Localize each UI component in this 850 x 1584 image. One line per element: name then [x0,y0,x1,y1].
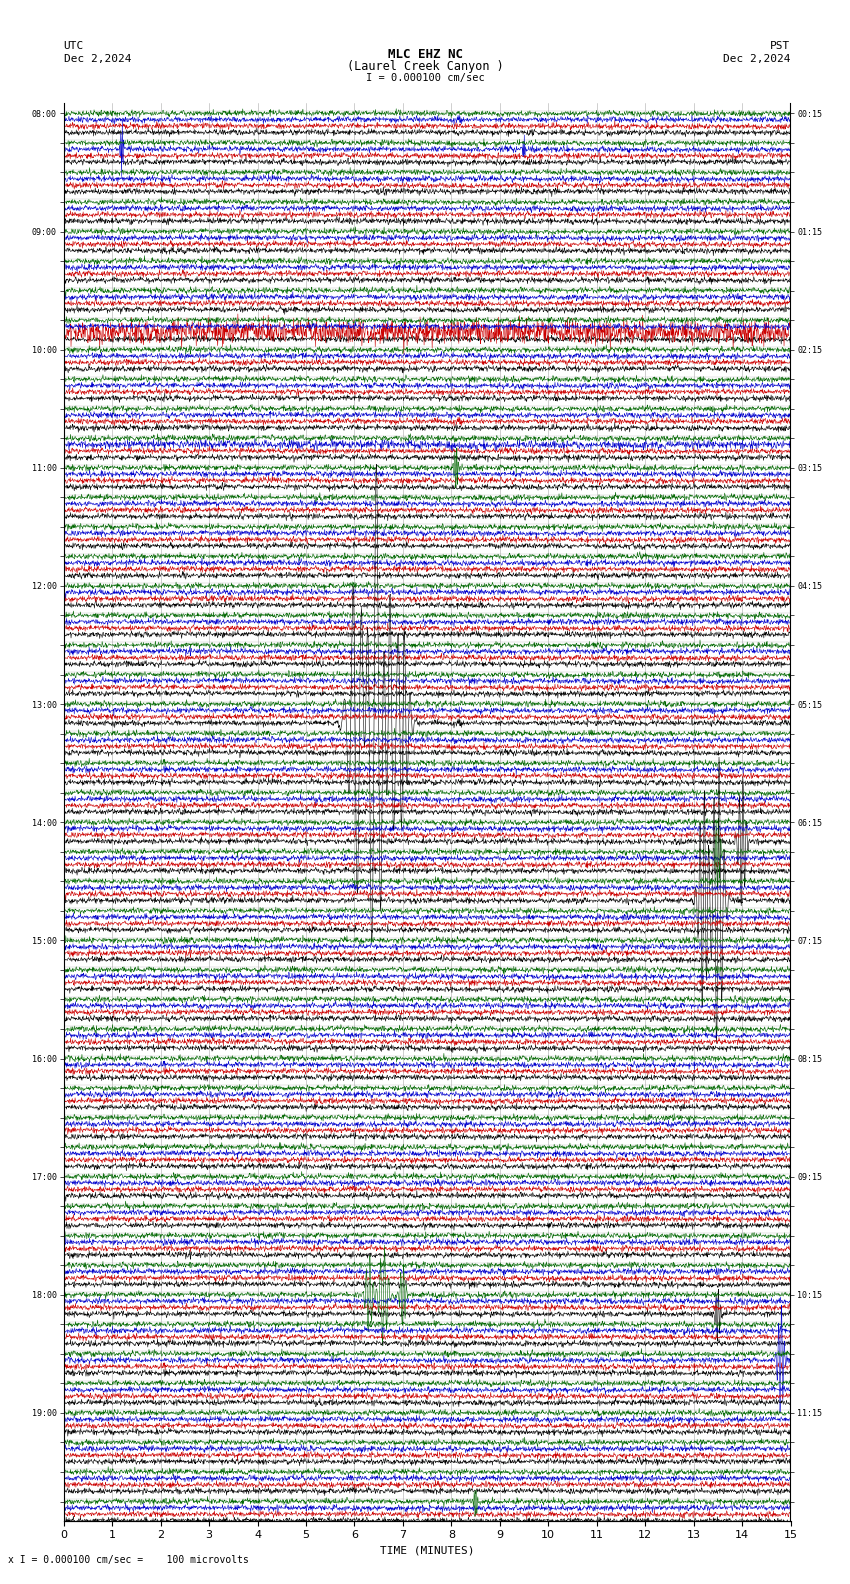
Text: UTC: UTC [64,41,84,51]
Text: Dec 2,2024: Dec 2,2024 [723,54,791,63]
Text: Dec 2,2024: Dec 2,2024 [64,54,131,63]
X-axis label: TIME (MINUTES): TIME (MINUTES) [380,1546,474,1555]
Text: MLC EHZ NC: MLC EHZ NC [388,48,462,60]
Text: I = 0.000100 cm/sec: I = 0.000100 cm/sec [366,73,484,82]
Text: (Laurel Creek Canyon ): (Laurel Creek Canyon ) [347,60,503,73]
Text: x I = 0.000100 cm/sec =    100 microvolts: x I = 0.000100 cm/sec = 100 microvolts [8,1555,249,1565]
Text: PST: PST [770,41,790,51]
